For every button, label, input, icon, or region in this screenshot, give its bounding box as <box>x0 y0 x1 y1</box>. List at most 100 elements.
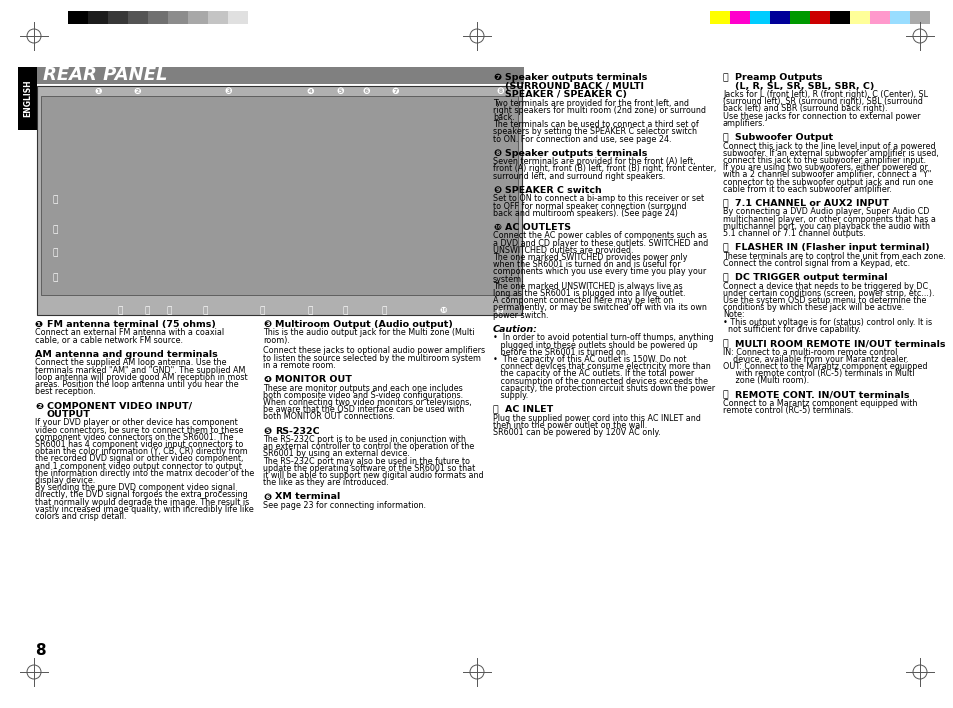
Text: ⓱: ⓱ <box>722 339 728 348</box>
Text: video connectors, be sure to connect them to these: video connectors, be sure to connect the… <box>35 426 243 435</box>
Text: long as the SR6001 is plugged into a live outlet.: long as the SR6001 is plugged into a liv… <box>493 289 685 298</box>
Text: ❶: ❶ <box>94 86 102 96</box>
Text: ❸: ❸ <box>224 86 232 96</box>
Text: If your DVD player or other device has component: If your DVD player or other device has c… <box>35 418 237 428</box>
Text: display device.: display device. <box>35 476 95 485</box>
Text: Set to ON to connect a bi-amp to this receiver or set: Set to ON to connect a bi-amp to this re… <box>493 194 703 203</box>
Text: conditions by which these jack will be active.: conditions by which these jack will be a… <box>722 303 903 312</box>
Text: a DVD and CD player to these outlets. SWITCHED and: a DVD and CD player to these outlets. SW… <box>493 239 707 248</box>
Bar <box>68 11 88 24</box>
Text: Connect the supplied AM loop antenna. Use the: Connect the supplied AM loop antenna. Us… <box>35 358 226 367</box>
Text: permanently, or may be switched off with via its own: permanently, or may be switched off with… <box>493 304 706 312</box>
Text: These terminals are to control the unit from each zone.: These terminals are to control the unit … <box>722 252 944 261</box>
Text: areas. Position the loop antenna until you hear the: areas. Position the loop antenna until y… <box>35 380 238 389</box>
Text: (SURROUND BACK / MULTI: (SURROUND BACK / MULTI <box>504 81 643 91</box>
Text: ⓬: ⓬ <box>722 73 728 82</box>
Text: the information directly into the matrix decoder of the: the information directly into the matrix… <box>35 469 254 478</box>
Text: under certain conditions (screen, power strip, etc...).: under certain conditions (screen, power … <box>722 289 934 298</box>
Bar <box>37 86 521 315</box>
Text: 5.1 channel or 7.1 channel outputs.: 5.1 channel or 7.1 channel outputs. <box>722 229 864 238</box>
Text: ❷: ❷ <box>35 401 43 411</box>
Text: The one marked UNSWITCHED is always live as: The one marked UNSWITCHED is always live… <box>493 282 682 291</box>
Bar <box>749 11 769 24</box>
Text: •  In order to avoid potential turn-off thumps, anything: • In order to avoid potential turn-off t… <box>493 333 713 342</box>
Text: Seven terminals are provided for the front (A) left,: Seven terminals are provided for the fro… <box>493 157 695 166</box>
Text: Speaker outputs terminals: Speaker outputs terminals <box>504 149 647 158</box>
Bar <box>709 11 729 24</box>
Text: ❷: ❷ <box>133 86 141 96</box>
Text: Connect the control signal from a Keypad, etc.: Connect the control signal from a Keypad… <box>722 259 909 268</box>
Text: back.: back. <box>493 113 515 122</box>
Text: OUTPUT: OUTPUT <box>47 410 91 419</box>
Text: room).: room). <box>263 336 290 345</box>
Text: right speakers for multi room (2nd zone) or surround: right speakers for multi room (2nd zone)… <box>493 105 705 115</box>
Text: multichannel port, you can playback the audio with: multichannel port, you can playback the … <box>722 222 929 231</box>
Text: ㉒: ㉒ <box>52 195 57 205</box>
Text: subwoofer. If an external subwoofer amplifier is used,: subwoofer. If an external subwoofer ampl… <box>722 149 938 158</box>
Text: Multiroom Output (Audio output): Multiroom Output (Audio output) <box>274 320 453 329</box>
Text: Caution:: Caution: <box>493 325 537 333</box>
Text: ⓯: ⓯ <box>202 307 208 316</box>
Text: system.: system. <box>493 275 524 284</box>
Text: Connect this jack to the line level input of a powered: Connect this jack to the line level inpu… <box>722 142 935 151</box>
Text: AC INLET: AC INLET <box>504 405 553 414</box>
Text: ENGLISH: ENGLISH <box>23 80 32 118</box>
Bar <box>188 11 208 24</box>
Bar <box>729 11 749 24</box>
Text: ⓴: ⓴ <box>52 249 57 258</box>
Text: ❾: ❾ <box>493 185 500 195</box>
Bar <box>789 11 809 24</box>
Text: it will be able to support new digital audio formats and: it will be able to support new digital a… <box>263 471 483 480</box>
Text: the capacity of the AC outlets. If the total power: the capacity of the AC outlets. If the t… <box>493 370 694 378</box>
Text: SR6001 by using an external device.: SR6001 by using an external device. <box>263 450 410 459</box>
Text: A component connected here may be left on: A component connected here may be left o… <box>493 296 673 305</box>
Text: • This output voltage is for (status) control only. It is: • This output voltage is for (status) co… <box>722 318 931 326</box>
Text: IN: Connect to a multi-room remote control: IN: Connect to a multi-room remote contr… <box>722 348 897 357</box>
Text: When connecting two video monitors or televisions,: When connecting two video monitors or te… <box>263 398 471 407</box>
Text: Note:: Note: <box>722 310 744 319</box>
Text: both composite video and S-video configurations.: both composite video and S-video configu… <box>263 391 462 400</box>
Text: If you are using two subwoofers, either powered or: If you are using two subwoofers, either … <box>722 163 927 172</box>
Bar <box>37 67 523 84</box>
Text: The RS-232C port may also be used in the future to: The RS-232C port may also be used in the… <box>263 457 470 466</box>
Text: See page 23 for connecting information.: See page 23 for connecting information. <box>263 501 426 510</box>
Text: ❺: ❺ <box>263 427 271 435</box>
Text: ❺: ❺ <box>335 86 343 96</box>
Text: ⓮: ⓮ <box>722 199 728 208</box>
Text: •  The capacity of this AC outlet is 150W. Do not: • The capacity of this AC outlet is 150W… <box>493 355 686 364</box>
Text: REMOTE CONT. IN/OUT terminals: REMOTE CONT. IN/OUT terminals <box>734 391 908 399</box>
Text: ㉑: ㉑ <box>52 226 57 234</box>
Bar <box>208 11 228 24</box>
Text: XM terminal: XM terminal <box>274 493 340 501</box>
Text: The RS-232C port is to be used in conjunction with: The RS-232C port is to be used in conjun… <box>263 435 465 444</box>
Text: Preamp Outputs: Preamp Outputs <box>734 73 821 82</box>
Text: AM antenna and ground terminals: AM antenna and ground terminals <box>35 350 217 359</box>
Text: consumption of the connected devices exceeds the: consumption of the connected devices exc… <box>493 377 707 385</box>
Bar <box>41 96 517 295</box>
Text: ❿: ❿ <box>493 223 500 232</box>
Text: 8: 8 <box>35 643 46 658</box>
Bar <box>869 11 889 24</box>
Text: ⓳: ⓳ <box>52 273 57 282</box>
Text: then into the power outlet on the wall.: then into the power outlet on the wall. <box>493 421 646 430</box>
Text: ❸: ❸ <box>263 320 271 329</box>
Text: ❻: ❻ <box>263 493 271 501</box>
Text: SR6001 can be powered by 120V AC only.: SR6001 can be powered by 120V AC only. <box>493 428 659 437</box>
Text: ⓮: ⓮ <box>259 307 264 316</box>
Bar <box>909 11 929 24</box>
Text: ⓰: ⓰ <box>166 307 172 316</box>
Text: vastly increased image quality, with incredibly life like: vastly increased image quality, with inc… <box>35 505 253 514</box>
Text: speakers by setting the SPEAKER C selector switch: speakers by setting the SPEAKER C select… <box>493 127 697 137</box>
Text: ⓭: ⓭ <box>722 133 728 142</box>
Text: Connect to a Marantz component equipped with: Connect to a Marantz component equipped … <box>722 399 917 408</box>
Text: both MONITOR OUT connections.: both MONITOR OUT connections. <box>263 412 395 421</box>
Bar <box>248 11 268 24</box>
Text: to ON. For connection and use, see page 24.: to ON. For connection and use, see page … <box>493 135 671 144</box>
Text: ❽: ❽ <box>496 86 503 96</box>
Text: cable from it to each subwoofer amplifier.: cable from it to each subwoofer amplifie… <box>722 185 891 194</box>
Text: UNSWITCHED outlets are provided.: UNSWITCHED outlets are provided. <box>493 246 633 255</box>
Text: to listen the source selected by the multiroom system: to listen the source selected by the mul… <box>263 354 480 362</box>
Text: (surround left), SR (surround right), SBL (surround: (surround left), SR (surround right), SB… <box>722 97 922 106</box>
Text: amplifiers.: amplifiers. <box>722 119 765 128</box>
Text: RS-232C: RS-232C <box>274 427 319 435</box>
